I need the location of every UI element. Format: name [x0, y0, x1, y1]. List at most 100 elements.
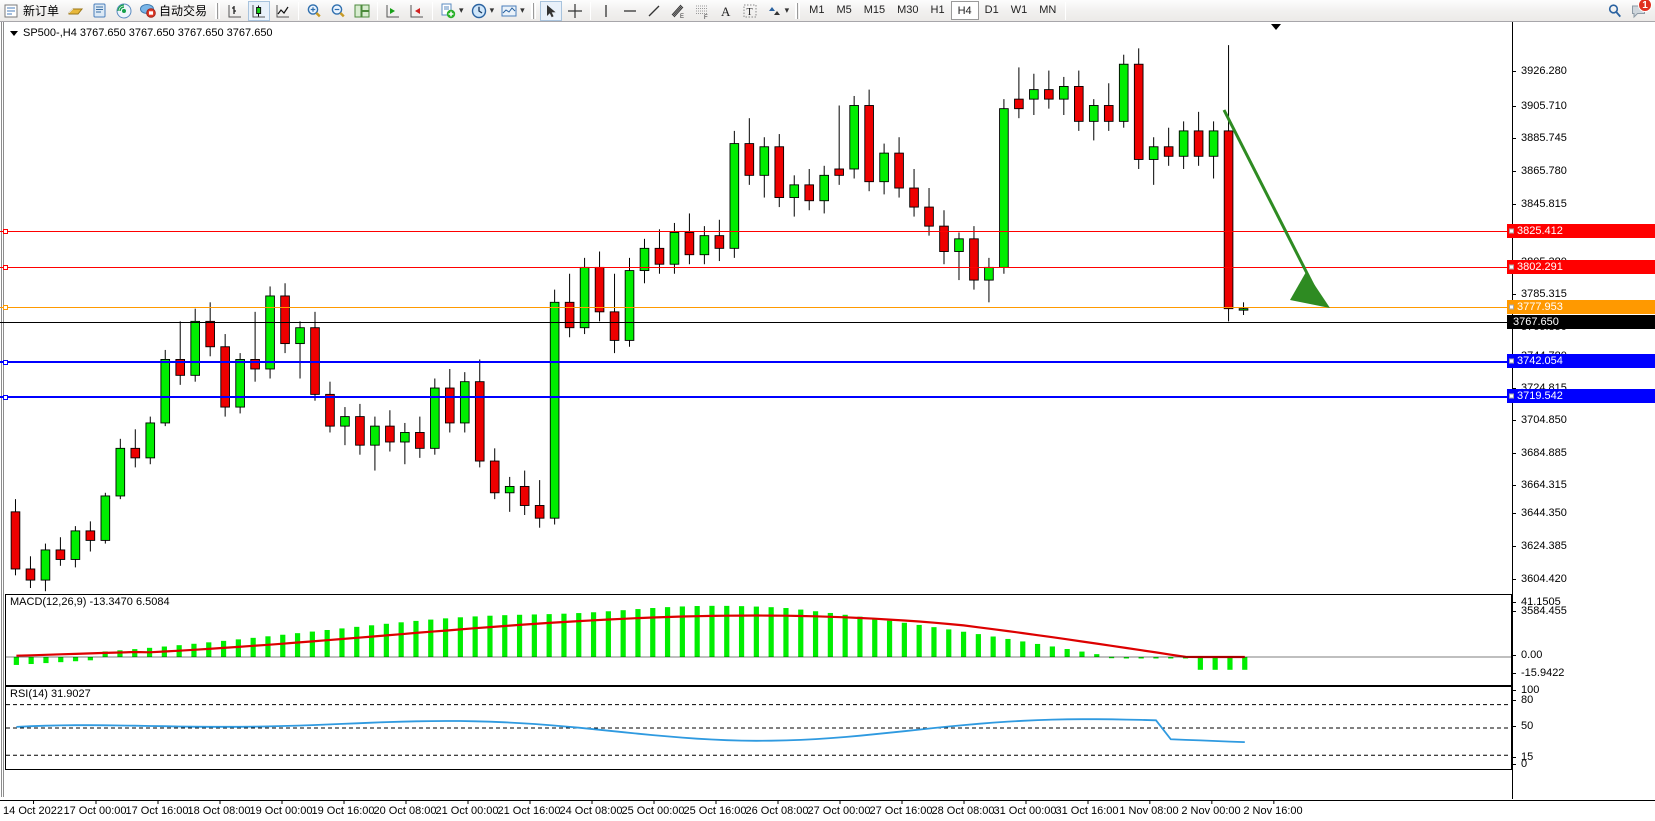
- zoom-out-button[interactable]: [327, 1, 349, 21]
- search-button[interactable]: [1604, 1, 1626, 21]
- trendline-button[interactable]: [643, 1, 665, 21]
- text-label-button[interactable]: A: [715, 1, 737, 21]
- price-tick: 3865.780: [1512, 165, 1567, 177]
- period-caret[interactable]: ▾: [489, 5, 495, 15]
- shift-end-button[interactable]: [406, 1, 428, 21]
- shift-end-icon: [408, 2, 426, 20]
- candlestick-button[interactable]: [248, 0, 271, 21]
- rsi-tick: 0: [1511, 758, 1527, 770]
- macd-tick: 41.1505: [1512, 596, 1561, 608]
- fibonacci-button[interactable]: F: [691, 1, 713, 21]
- svg-text:E: E: [680, 14, 684, 20]
- template-caret[interactable]: ▾: [520, 5, 525, 15]
- price-axis[interactable]: 3926.280 3905.710 3885.745 3865.780 3845…: [1507, 22, 1655, 799]
- timeframe-m5[interactable]: M5: [836, 4, 852, 16]
- rsi-tick: 15: [1511, 751, 1533, 763]
- fibonacci-icon: F: [693, 2, 711, 20]
- chart-container[interactable]: SP500-,H4 3767.650 3767.650 3767.650 376…: [0, 22, 1655, 821]
- time-tick: 19 Oct 00:00: [249, 800, 313, 817]
- time-tick: 31 Oct 00:00: [993, 800, 1057, 817]
- resistance-line-3802[interactable]: [0, 265, 1512, 270]
- notification-badge: 1: [1638, 0, 1652, 12]
- add-indicator-icon: [439, 2, 457, 20]
- zoom-out-icon: [329, 2, 347, 20]
- price-badge-support-2[interactable]: 3719.542: [1507, 389, 1655, 403]
- pivot-line-3777[interactable]: [0, 305, 1512, 310]
- tile-windows-icon: [353, 2, 371, 20]
- line-anchor[interactable]: [3, 229, 8, 234]
- timeframe-h4[interactable]: H4: [950, 1, 979, 20]
- horizontal-line-button[interactable]: [619, 1, 641, 21]
- add-indicator-button[interactable]: ▾: [437, 1, 466, 21]
- macd-tick: 0.00: [1511, 649, 1542, 661]
- rsi-canvas: [6, 704, 1511, 756]
- timeframe-h1[interactable]: H1: [930, 4, 945, 16]
- price-badge-resistance-2[interactable]: 3802.291: [1507, 260, 1655, 274]
- chart-menu-caret-icon[interactable]: [10, 30, 18, 36]
- timeframe-w1[interactable]: W1: [1010, 4, 1028, 16]
- equidistant-channel-button[interactable]: E: [667, 1, 689, 21]
- line-anchor[interactable]: [3, 395, 8, 400]
- time-tick: 21 Oct 16:00: [497, 800, 561, 817]
- period-icon: [470, 2, 488, 20]
- price-tick: 3644.350: [1512, 507, 1567, 519]
- support-line-3742[interactable]: [0, 360, 1512, 365]
- new-order-button[interactable]: 新订单: [1, 1, 63, 21]
- signal-button[interactable]: [113, 1, 135, 21]
- tile-windows-button[interactable]: [351, 1, 373, 21]
- time-axis[interactable]: 14 Oct 2022 17 Oct 00:00 17 Oct 16:00 18…: [0, 800, 1655, 821]
- text-box-button[interactable]: T: [739, 1, 761, 21]
- down-trend-arrow[interactable]: [1218, 104, 1358, 324]
- auto-trading-button[interactable]: 自动交易: [137, 1, 211, 21]
- template-button[interactable]: ▾: [498, 1, 527, 21]
- zoom-in-button[interactable]: [303, 1, 325, 21]
- shift-start-button[interactable]: [382, 1, 404, 21]
- line-chart-button[interactable]: [272, 1, 294, 21]
- notifications-button[interactable]: 1: [1628, 0, 1652, 21]
- timeframe-m1[interactable]: M1: [809, 4, 825, 16]
- terminal-button[interactable]: [89, 1, 111, 21]
- price-badge-resistance-1[interactable]: 3825.412: [1507, 224, 1655, 238]
- price-badge-pivot[interactable]: 3777.953: [1507, 300, 1655, 314]
- chart-title-text: SP500-,H4 3767.650 3767.650 3767.650 376…: [23, 27, 273, 39]
- timeframe-m30[interactable]: M30: [897, 4, 919, 16]
- line-anchor[interactable]: [3, 265, 8, 270]
- vertical-line-button[interactable]: [595, 1, 617, 21]
- line-anchor[interactable]: [3, 305, 8, 310]
- shapes-button[interactable]: ▾: [763, 1, 792, 21]
- time-tick: 24 Oct 08:00: [559, 800, 623, 817]
- price-tick: 3604.420: [1512, 573, 1567, 585]
- price-badge-current: 3767.650: [1507, 315, 1655, 329]
- add-indicator-caret[interactable]: ▾: [459, 5, 464, 15]
- toolbar-grip-3[interactable]: [795, 2, 801, 19]
- price-badge-label: 3802.291: [1517, 261, 1563, 273]
- line-anchor[interactable]: [3, 360, 8, 365]
- gold-bar-button[interactable]: [65, 1, 87, 21]
- svg-text:F: F: [704, 15, 708, 20]
- support-line-3719[interactable]: [0, 395, 1512, 400]
- bar-chart-icon: [226, 2, 244, 20]
- price-badge-support-1[interactable]: 3742.054: [1507, 354, 1655, 368]
- resistance-line-3825[interactable]: [0, 229, 1512, 234]
- price-tick: 3584.455: [1512, 605, 1567, 617]
- bar-chart-button[interactable]: [224, 1, 246, 21]
- text-box-icon: T: [741, 2, 759, 20]
- period-button[interactable]: ▾: [468, 1, 497, 21]
- toolbar-separator-4: [589, 1, 591, 20]
- price-badge-label: 3742.054: [1517, 355, 1563, 367]
- timeframe-m15[interactable]: M15: [863, 4, 886, 16]
- macd-panel[interactable]: MACD(12,26,9) -13.3470 6.5084: [5, 594, 1512, 686]
- rsi-panel[interactable]: RSI(14) 31.9027: [5, 686, 1512, 770]
- cursor-button[interactable]: [539, 0, 562, 21]
- timeframe-d1[interactable]: D1: [984, 4, 999, 16]
- toolbar-grip-2[interactable]: [530, 2, 536, 19]
- price-candles-canvas[interactable]: [5, 32, 1517, 602]
- chart-top-caret-icon[interactable]: [1271, 24, 1281, 30]
- crosshair-button[interactable]: [564, 1, 586, 21]
- time-tick: 28 Oct 08:00: [931, 800, 995, 817]
- timeframe-mn[interactable]: MN: [1039, 4, 1057, 16]
- toolbar-grip-1[interactable]: [215, 2, 221, 19]
- shapes-caret[interactable]: ▾: [784, 5, 790, 15]
- time-tick: 2 Nov 16:00: [1243, 800, 1303, 817]
- rsi-axis: 100 80 50 15 0: [1511, 684, 1655, 770]
